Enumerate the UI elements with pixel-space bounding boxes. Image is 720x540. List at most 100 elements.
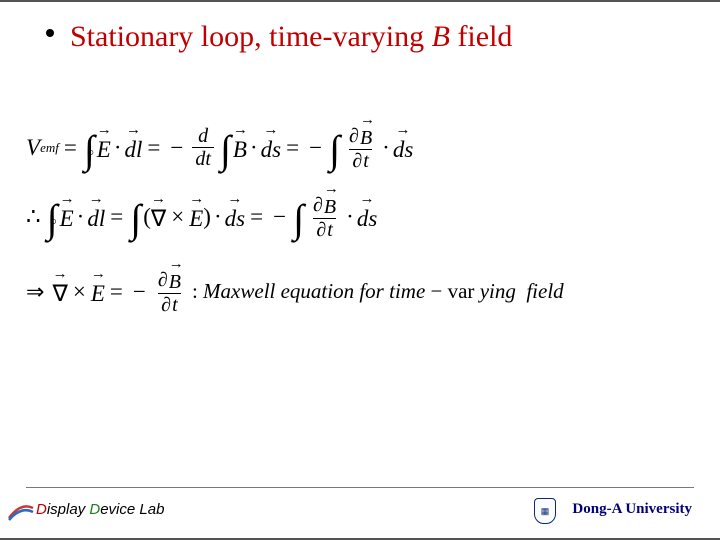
vec-arrow-icon: → (393, 123, 413, 138)
dot-icon: · (346, 205, 354, 228)
sym-eq: = (147, 136, 160, 159)
vec-arrow-icon: → (91, 267, 105, 282)
sym-dl: dl (125, 137, 143, 162)
lab-L: L (139, 501, 147, 518)
vec-arrow-icon: → (324, 182, 336, 197)
vec-E: →E (60, 203, 74, 230)
sym-d: d (195, 126, 211, 147)
vec-arrow-icon: → (125, 123, 143, 138)
lab-name: Display Device Lab (36, 501, 164, 518)
oint-icon: ∫ (47, 199, 58, 239)
oint-icon: ∫ (84, 130, 95, 170)
sym-E: E (189, 206, 203, 231)
vec-ds: →ds (357, 203, 377, 230)
title-B: B (432, 20, 450, 53)
sym-ying: ying (480, 279, 516, 303)
sym-t: t (327, 220, 333, 240)
sym-B: B (324, 196, 336, 218)
sym-rparen: ) (203, 205, 211, 228)
vec-arrow-icon: → (189, 192, 203, 207)
sym-B: B (233, 137, 247, 162)
vec-arrow-icon: → (52, 267, 67, 282)
vec-dl: →dl (87, 203, 105, 230)
sym-minus: − (273, 205, 286, 228)
vec-arrow-icon: → (360, 113, 372, 128)
frac-ddt: d dt (192, 126, 214, 169)
dot-icon: · (382, 136, 390, 159)
vec-nabla: →∇ (151, 203, 166, 230)
sym-B: B (169, 271, 181, 293)
sym-E: E (60, 206, 74, 231)
vec-arrow-icon: → (169, 257, 181, 272)
title-bullet (46, 29, 54, 37)
lab-logo-icon (8, 498, 34, 522)
sym-dt: dt (192, 147, 214, 169)
lab-isplay: isplay (47, 501, 90, 518)
sym-times: × (73, 280, 86, 303)
equation-block: Vemf = ∫ →E · →dl = − d dt ∫ →B · →ds = … (26, 124, 666, 337)
lab-D2: D (89, 501, 100, 518)
sym-eq: = (110, 205, 123, 228)
equation-line-1: Vemf = ∫ →E · →dl = − d dt ∫ →B · →ds = … (26, 124, 666, 171)
sym-ds: ds (225, 206, 245, 231)
sym-minus: − (170, 136, 183, 159)
vec-arrow-icon: → (225, 192, 245, 207)
sym-lparen: ( (143, 205, 151, 228)
sym-eq: = (250, 205, 263, 228)
int-icon: ∫ (329, 130, 340, 170)
university-crest-icon: ▦ (534, 498, 556, 524)
sym-partial: ∂ (158, 270, 168, 290)
sym-partial: ∂ (316, 220, 326, 240)
sym-ds: ds (393, 137, 413, 162)
vec-ds: →ds (225, 203, 245, 230)
dot-icon: · (114, 136, 122, 159)
dot-icon: · (250, 136, 258, 159)
slide-container: Stationary loop, time-varying B field Ve… (0, 0, 720, 540)
title-suffix: field (450, 20, 512, 53)
sym-V: V (26, 136, 40, 159)
sym-minus: − (309, 136, 322, 159)
vec-arrow-icon: → (261, 123, 281, 138)
sym-ds: ds (261, 137, 281, 162)
sym-E: E (97, 137, 111, 162)
vec-B: →B (324, 193, 336, 217)
vec-ds: →ds (261, 134, 281, 161)
vec-B: →B (233, 134, 247, 161)
sym-partial: ∂ (352, 151, 362, 171)
vec-ds: →ds (393, 134, 413, 161)
vec-B: →B (169, 268, 181, 292)
vec-arrow-icon: → (357, 192, 377, 207)
sym-partial: ∂ (349, 126, 359, 146)
maxwell-text: Maxwell equation for time (203, 279, 425, 303)
equation-line-2: ∴ ∫ →E · →dl = ∫ ( →∇ × →E ) · →ds = − ∫… (26, 193, 666, 240)
crest-glyph: ▦ (541, 506, 550, 517)
lab-D1: D (36, 501, 47, 518)
title-prefix: Stationary loop, time-varying (70, 20, 432, 53)
implies-icon: ⇒ (26, 281, 44, 303)
sym-t: t (363, 151, 369, 171)
sym-partial: ∂ (313, 195, 323, 215)
sym-partial: ∂ (161, 295, 171, 315)
vec-arrow-icon: → (87, 192, 105, 207)
sym-minus: − (133, 280, 146, 303)
lab-ab: ab (148, 501, 165, 518)
vec-arrow-icon: → (97, 123, 111, 138)
sym-times: × (171, 205, 184, 228)
sym-eq: = (286, 136, 299, 159)
sym-eq: = (110, 280, 123, 303)
sym-colon: : (192, 279, 198, 303)
vec-E: →E (97, 134, 111, 161)
vec-arrow-icon: → (60, 192, 74, 207)
dot-icon: · (77, 205, 85, 228)
int-icon: ∫ (220, 130, 231, 170)
vec-E: →E (91, 278, 105, 305)
maxwell-annotation: : Maxwell equation for time − var ying f… (192, 281, 564, 302)
sym-nabla: ∇ (151, 206, 166, 231)
int-icon: ∫ (130, 199, 141, 239)
vec-E: →E (189, 203, 203, 230)
sym-emf: emf (40, 141, 59, 154)
int-icon: ∫ (293, 199, 304, 239)
sym-dl: dl (87, 206, 105, 231)
frac-dBdt: ∂→B ∂t (310, 193, 339, 240)
vec-dl: →dl (125, 134, 143, 161)
